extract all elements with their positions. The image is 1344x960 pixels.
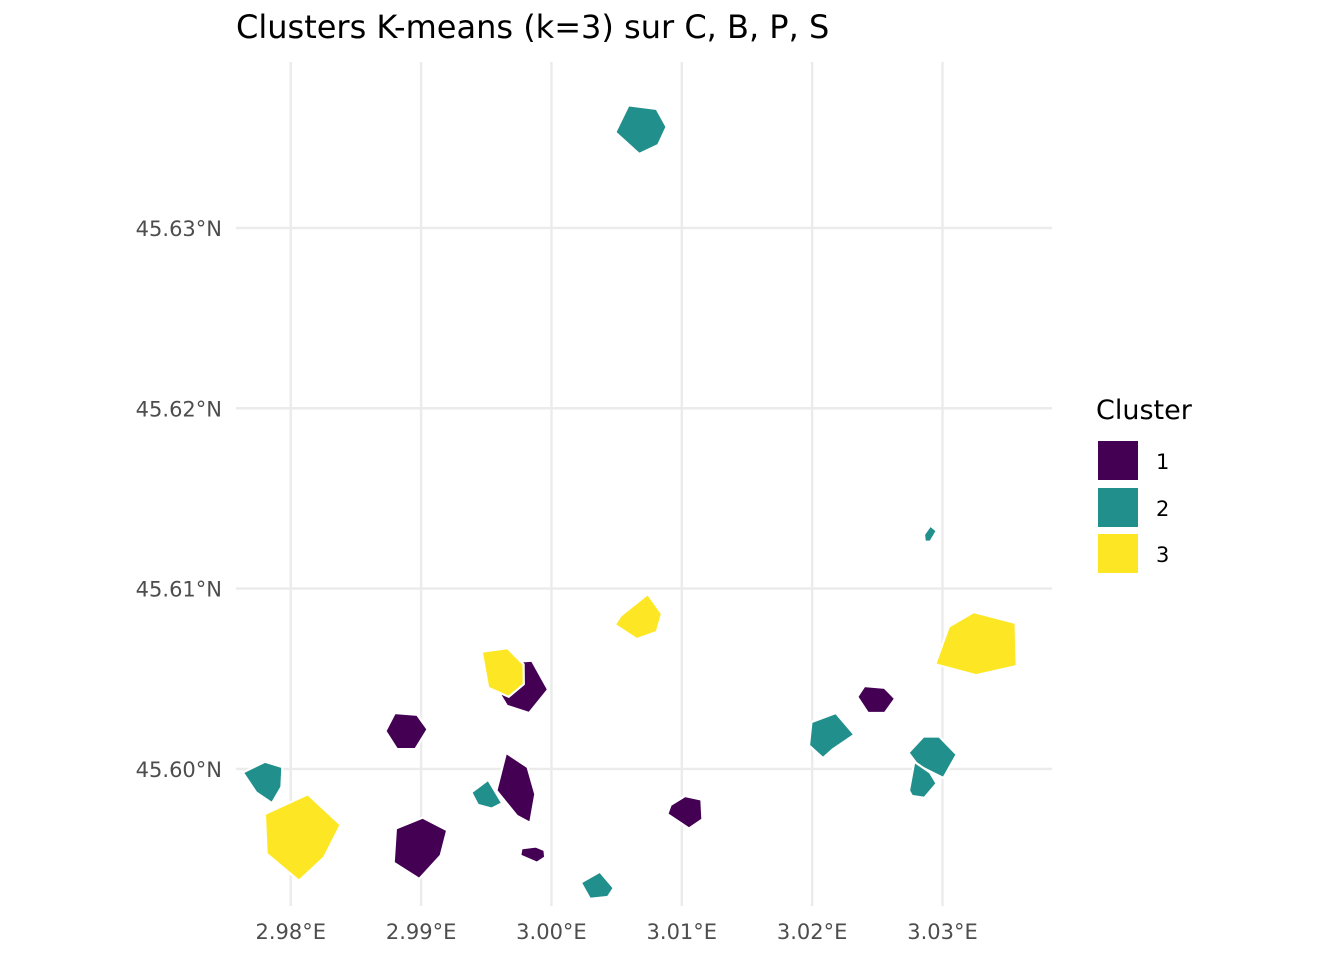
- y-tick-label: 45.62°N: [136, 397, 222, 421]
- parcel-cluster-2: [614, 104, 668, 156]
- parcel-cluster-2: [907, 760, 938, 799]
- y-tick-label: 45.63°N: [136, 217, 222, 241]
- y-axis-tick-labels: 45.63°N 45.62°N 45.61°N 45.60°N: [136, 217, 222, 782]
- parcel-cluster-2: [907, 735, 958, 780]
- chart-title: Clusters K-means (k=3) sur C, B, P, S: [236, 8, 830, 46]
- x-tick-label: 3.03°E: [907, 920, 978, 944]
- parcel-cluster-2: [241, 760, 284, 805]
- legend-swatch-2: [1098, 488, 1138, 527]
- parcel-cluster-1: [519, 845, 547, 864]
- legend-label-1: 1: [1156, 450, 1169, 474]
- x-axis-tick-labels: 2.98°E 2.99°E 3.00°E 3.01°E 3.02°E 3.03°E: [255, 920, 977, 944]
- y-tick-label: 45.61°N: [136, 578, 222, 602]
- x-tick-label: 2.98°E: [255, 920, 326, 944]
- parcel-cluster-3: [613, 592, 664, 641]
- parcel-cluster-3: [480, 646, 525, 698]
- legend-swatch-3: [1098, 534, 1138, 573]
- legend-title: Cluster: [1096, 395, 1193, 426]
- y-tick-label: 45.60°N: [136, 758, 222, 782]
- legend-label-2: 2: [1156, 497, 1169, 521]
- x-tick-label: 3.00°E: [516, 920, 587, 944]
- parcel-layer: [241, 104, 1018, 900]
- parcel-cluster-2: [807, 711, 856, 760]
- parcel-cluster-1: [384, 711, 429, 751]
- parcel-cluster-1: [856, 684, 897, 715]
- parcel-cluster-1: [495, 751, 537, 825]
- legend-swatch-1: [1098, 441, 1138, 480]
- x-tick-label: 3.01°E: [647, 920, 718, 944]
- parcel-cluster-3: [263, 793, 342, 882]
- parcel-cluster-1: [666, 794, 704, 830]
- x-tick-label: 3.02°E: [777, 920, 848, 944]
- parcel-cluster-2: [579, 870, 615, 900]
- legend: Cluster 1 2 3: [1096, 395, 1193, 573]
- parcel-cluster-2: [922, 524, 938, 543]
- parcel-cluster-2: [470, 778, 504, 810]
- parcel-cluster-3: [934, 610, 1018, 677]
- parcel-cluster-1: [392, 816, 449, 881]
- x-tick-label: 2.99°E: [386, 920, 457, 944]
- legend-label-3: 3: [1156, 543, 1169, 567]
